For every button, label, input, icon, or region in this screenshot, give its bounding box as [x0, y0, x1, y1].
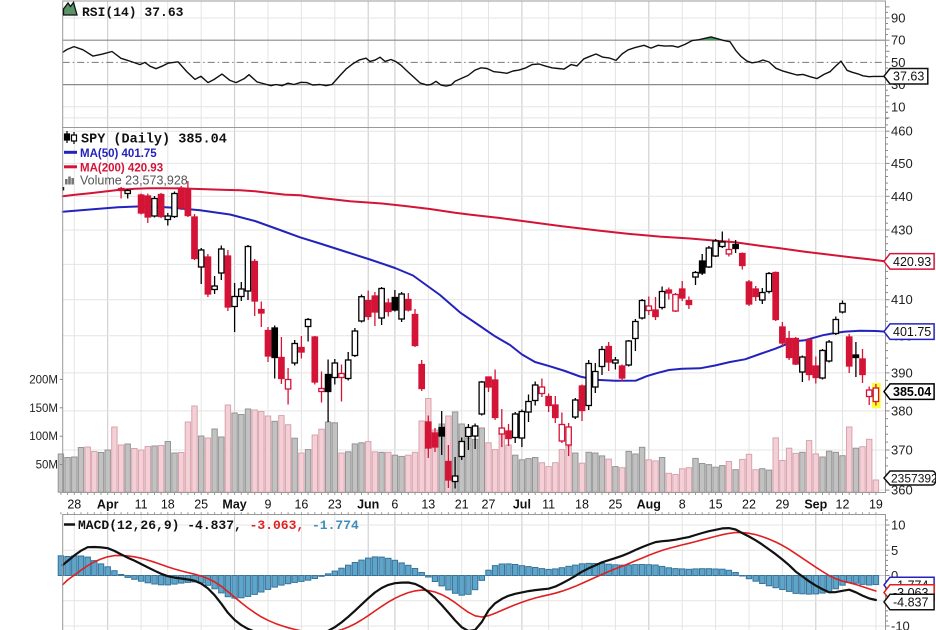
svg-text:8: 8 [679, 498, 686, 512]
svg-text:27: 27 [482, 498, 496, 512]
svg-text:23: 23 [328, 498, 342, 512]
svg-text:Sep: Sep [804, 498, 827, 512]
svg-text:-1.774: -1.774 [312, 518, 359, 533]
svg-text:50M: 50M [36, 460, 58, 472]
svg-text:28: 28 [67, 498, 81, 512]
svg-text:9: 9 [265, 498, 272, 512]
svg-text:150M: 150M [29, 403, 58, 415]
svg-text:Jun: Jun [357, 498, 379, 512]
svg-text:90: 90 [891, 11, 905, 26]
svg-text:18: 18 [161, 498, 175, 512]
svg-text:22: 22 [742, 498, 756, 512]
svg-text:18: 18 [575, 498, 589, 512]
svg-text:SPY (Daily) 385.04: SPY (Daily) 385.04 [81, 132, 227, 147]
svg-text:460: 460 [891, 124, 913, 139]
svg-text:370: 370 [891, 443, 913, 458]
svg-text:37.63: 37.63 [893, 70, 924, 84]
svg-text:29: 29 [775, 498, 789, 512]
svg-text:200M: 200M [29, 374, 58, 386]
svg-text:13: 13 [421, 498, 435, 512]
svg-text:21: 21 [455, 498, 469, 512]
svg-text:16: 16 [294, 498, 308, 512]
svg-text:Jul: Jul [513, 498, 531, 512]
svg-text:RSI(14) 37.63: RSI(14) 37.63 [82, 5, 184, 20]
svg-text:15: 15 [709, 498, 723, 512]
svg-text:390: 390 [891, 365, 913, 380]
svg-text:10: 10 [891, 99, 905, 114]
svg-text:6: 6 [391, 498, 398, 512]
svg-text:420.93: 420.93 [893, 255, 931, 269]
svg-text:-10: -10 [891, 619, 910, 630]
svg-text:360: 360 [891, 483, 913, 498]
svg-text:410: 410 [891, 292, 913, 307]
svg-text:401.75: 401.75 [893, 325, 931, 339]
svg-text:MA(200) 420.93: MA(200) 420.93 [80, 162, 163, 174]
svg-text:70: 70 [891, 33, 905, 48]
svg-text:380: 380 [891, 403, 913, 418]
svg-text:430: 430 [891, 223, 913, 238]
svg-text:MA(50) 401.75: MA(50) 401.75 [80, 148, 157, 160]
svg-text:25: 25 [608, 498, 622, 512]
svg-text:10: 10 [891, 518, 905, 533]
svg-text:25: 25 [194, 498, 208, 512]
svg-text:100M: 100M [29, 431, 58, 443]
svg-text:5: 5 [891, 543, 898, 558]
svg-text:50: 50 [891, 55, 905, 70]
svg-text:May: May [222, 498, 246, 512]
svg-text:2357392: 2357392 [891, 472, 936, 486]
svg-text:MACD(12,26,9) -4.837,: MACD(12,26,9) -4.837, [78, 518, 242, 533]
svg-text:0: 0 [891, 568, 898, 583]
svg-text:-4.837: -4.837 [893, 596, 928, 610]
svg-text:-3.063,: -3.063, [250, 518, 305, 533]
svg-text:440: 440 [891, 189, 913, 204]
svg-text:11: 11 [542, 498, 555, 512]
svg-text:19: 19 [869, 498, 883, 512]
svg-text:Volume 23,573,928: Volume 23,573,928 [80, 174, 188, 188]
svg-text:450: 450 [891, 156, 913, 171]
svg-text:385.04: 385.04 [893, 385, 931, 399]
svg-text:Apr: Apr [97, 498, 119, 512]
svg-text:Aug: Aug [637, 498, 661, 512]
svg-text:12: 12 [836, 498, 850, 512]
svg-text:11: 11 [135, 498, 148, 512]
